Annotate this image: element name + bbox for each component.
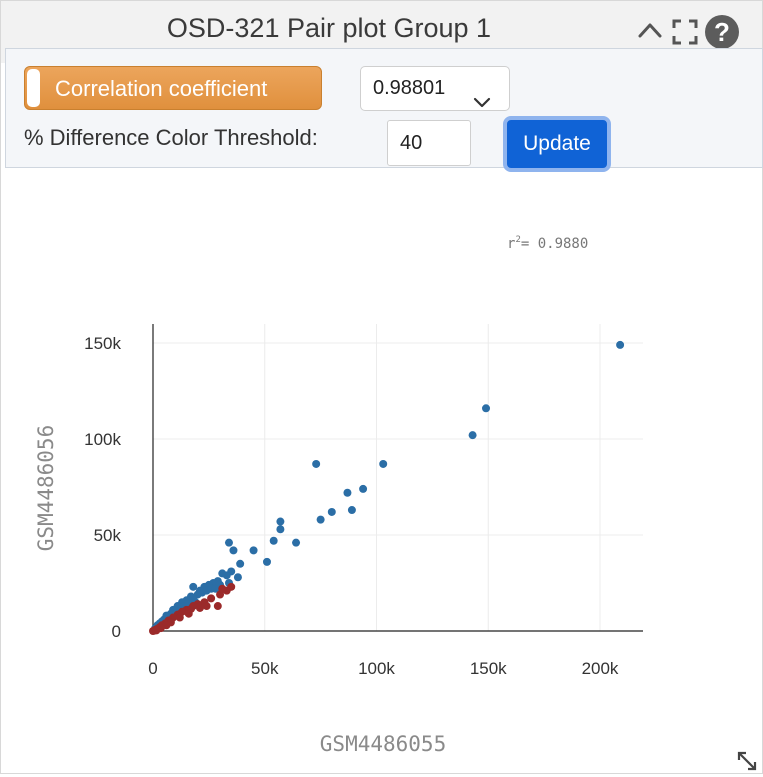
x-tick-label: 100k [358,659,395,678]
data-point-blue[interactable] [249,546,258,555]
data-point-blue[interactable] [236,559,245,568]
y-tick-label: 150k [84,334,121,353]
data-point-blue[interactable] [616,340,625,349]
r-squared-annotation: r2= 0.9880 [507,235,588,252]
data-point-blue[interactable] [482,404,491,413]
update-button[interactable]: Update [503,116,611,172]
data-point-red[interactable] [202,602,211,611]
data-point-red[interactable] [207,594,216,603]
axes [152,324,643,632]
x-axis-label: GSM4486055 [320,732,446,756]
data-point-blue[interactable] [343,488,352,497]
x-tick-label: 50k [251,659,279,678]
chevron-up-icon[interactable] [637,19,663,46]
data-point-blue[interactable] [379,459,388,468]
data-point-blue[interactable] [347,506,356,515]
x-tick-label: 150k [470,659,507,678]
svg-text:?: ? [714,17,730,47]
tick-labels: 0 50k 100k 150k 200k 0 50k 100k 150k [84,334,619,678]
data-point-blue[interactable] [218,569,227,578]
help-icon[interactable]: ? [704,14,740,55]
correlation-label: Correlation coefficient [55,76,268,101]
grid-lines [153,324,643,631]
data-point-blue[interactable] [189,582,198,591]
r-squared-value: = 0.9880 [521,236,588,252]
correlation-value: 0.98801 [373,77,446,99]
data-point-blue[interactable] [269,536,278,545]
threshold-input[interactable]: 40 [387,120,471,166]
r-squared-sup: 2 [515,235,520,245]
data-point-red[interactable] [213,602,222,611]
r-squared-prefix: r [507,236,515,252]
x-tick-label: 0 [148,659,157,678]
data-point-blue[interactable] [229,546,238,555]
data-point-blue[interactable] [224,538,233,547]
data-point-blue[interactable] [276,525,285,534]
threshold-label: % Difference Color Threshold: [24,125,318,150]
y-tick-label: 100k [84,430,121,449]
fullscreen-icon[interactable] [672,19,698,50]
data-point-red[interactable] [186,604,195,613]
y-axis-label: GSM4486056 [34,425,58,551]
data-point-blue[interactable] [233,573,242,582]
data-point-blue[interactable] [316,515,325,524]
data-point-blue[interactable] [468,431,477,440]
data-point-red[interactable] [152,626,161,635]
y-tick-label: 50k [94,526,122,545]
x-tick-label: 200k [582,659,619,678]
data-point-red[interactable] [175,613,184,622]
data-point-blue[interactable] [312,459,321,468]
data-point-red[interactable] [195,603,204,612]
resize-handle-icon[interactable] [736,750,758,777]
data-points [149,340,625,635]
correlation-value-select[interactable]: 0.98801 [360,66,510,111]
chevron-down-icon [473,82,491,125]
data-point-blue[interactable] [359,484,368,493]
data-point-blue[interactable] [292,538,301,547]
toggle-knob [27,69,40,107]
controls-panel: Correlation coefficient 0.98801 % Differ… [5,48,763,172]
data-point-blue[interactable] [195,586,204,595]
data-point-blue[interactable] [327,507,336,516]
data-point-blue[interactable] [276,517,285,526]
panel-title: OSD-321 Pair plot Group 1 [166,13,492,43]
data-point-red[interactable] [218,584,227,593]
y-tick-label: 0 [112,622,121,641]
correlation-coefficient-toggle[interactable]: Correlation coefficient [24,66,322,110]
data-point-blue[interactable] [211,584,220,593]
data-point-blue[interactable] [262,557,271,566]
